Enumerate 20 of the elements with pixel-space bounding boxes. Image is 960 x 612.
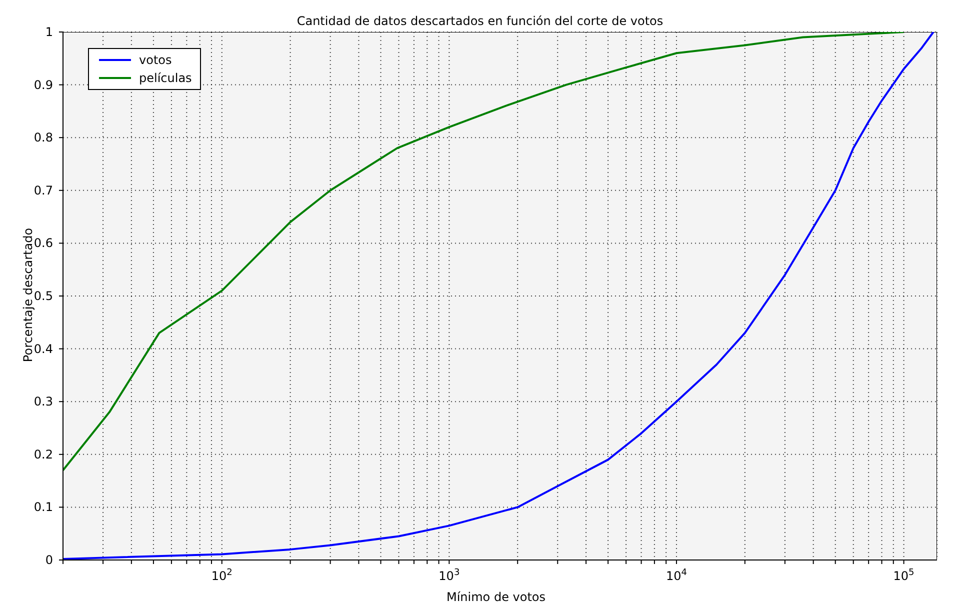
y-axis-title: Porcentaje descartado	[21, 226, 35, 364]
y-tick-label: 1	[45, 25, 53, 39]
x-tick-label: 10$^{4}$	[666, 568, 688, 583]
y-tick-label: 0.9	[34, 78, 53, 92]
legend-label: votos	[139, 53, 172, 67]
y-tick-label: 0.5	[34, 289, 53, 303]
legend-label: películas	[139, 71, 192, 85]
chart-title: Cantidad de datos descartados en función del corte de votos	[296, 14, 664, 28]
y-tick-label: 0.6	[34, 236, 53, 250]
y-tick-label: 0.8	[34, 130, 53, 145]
x-axis-title: Mínimo de votos	[445, 590, 547, 604]
y-tick-label: 0.3	[34, 394, 53, 409]
y-tick-label: 0.2	[34, 447, 53, 462]
x-tick-label: 10$^{2}$	[211, 568, 232, 583]
y-tick-label: 0.7	[34, 183, 53, 198]
x-tick-label: 10$^{3}$	[438, 568, 460, 583]
y-tick-label: 0	[45, 553, 53, 567]
y-tick-label: 0.4	[34, 342, 53, 356]
y-tick-label: 0.1	[34, 500, 53, 514]
x-tick-label: 10$^{5}$	[893, 568, 914, 583]
